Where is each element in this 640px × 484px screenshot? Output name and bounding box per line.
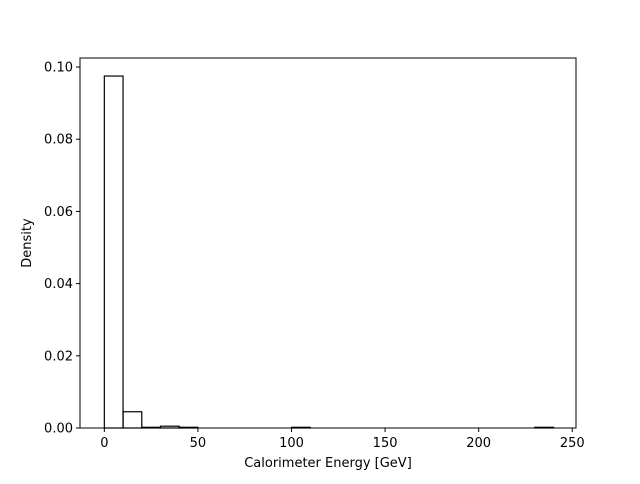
y-axis-ticks: 0.00 0.02 0.04 0.06 0.08 0.10 (44, 61, 80, 437)
x-tick-label-0: 0 (100, 436, 108, 451)
y-tick-label-1: 0.02 (44, 349, 73, 364)
y-tick-label-4: 0.08 (44, 133, 73, 148)
x-tick-label-5: 250 (560, 436, 585, 451)
y-axis-label: Density (20, 218, 35, 268)
y-tick-label-0: 0.00 (44, 422, 73, 437)
y-tick-label-5: 0.10 (44, 61, 73, 76)
x-tick-label-2: 100 (279, 436, 304, 451)
axes-frame (79, 57, 577, 429)
x-axis-ticks: 0 50 100 150 200 250 (100, 428, 585, 451)
y-tick-label-2: 0.04 (44, 277, 73, 292)
x-tick-label-3: 150 (373, 436, 398, 451)
x-tick-label-4: 200 (466, 436, 491, 451)
x-axis-label: Calorimeter Energy [GeV] (244, 456, 412, 471)
x-tick-label-1: 50 (190, 436, 207, 451)
y-tick-label-3: 0.06 (44, 205, 73, 220)
